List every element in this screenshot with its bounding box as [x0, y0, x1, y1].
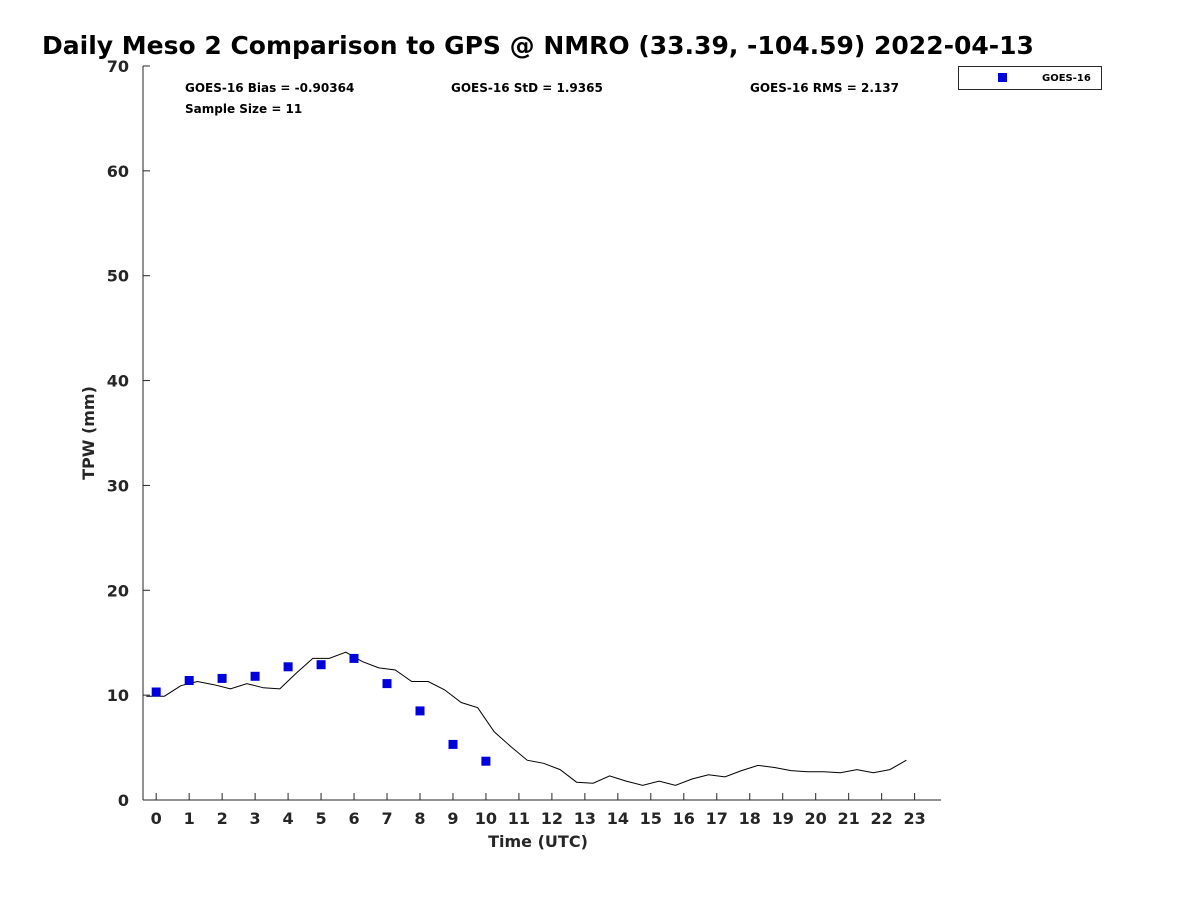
y-tick-label: 70: [107, 57, 129, 76]
x-tick-label: 1: [184, 809, 195, 828]
x-tick-label: 11: [508, 809, 530, 828]
goes16-point: [382, 679, 392, 689]
goes16-point: [283, 662, 293, 672]
gps-series-line: [146, 651, 907, 786]
x-tick-label: 2: [217, 809, 228, 828]
x-tick-label: 5: [315, 809, 326, 828]
x-tick-label: 15: [640, 809, 662, 828]
legend-box: [958, 66, 1102, 90]
x-tick-label: 9: [447, 809, 458, 828]
bias-annotation: GOES-16 Bias = -0.90364: [185, 81, 354, 95]
x-tick-label: 8: [414, 809, 425, 828]
ticks: 0 1 2 3 4 5 6 7 8 9 10 11 12 13 14 15 16 17 18 19 20 21 22 2301…: [107, 57, 926, 828]
x-axis-label: Time (UTC): [488, 832, 588, 851]
goes16-point: [184, 676, 194, 685]
x-tick-label: 16: [673, 809, 695, 828]
y-tick-label: 10: [107, 686, 129, 705]
goes16-point: [415, 706, 425, 716]
goes16-point: [316, 660, 326, 670]
x-tick-label: 10: [475, 809, 497, 828]
x-tick-label: 18: [739, 809, 761, 828]
x-tick-label: 7: [381, 809, 392, 828]
y-tick-label: 20: [107, 581, 129, 600]
x-tick-label: 6: [348, 809, 359, 828]
y-axis-label: TPW (mm): [79, 386, 98, 480]
x-tick-label: 19: [772, 809, 794, 828]
goes16-markers: [151, 653, 491, 766]
goes16-point: [217, 673, 227, 683]
goes16-point: [448, 739, 458, 749]
legend: GOES-16: [958, 66, 1102, 90]
x-tick-label: 13: [574, 809, 596, 828]
legend-marker-square-icon: [998, 73, 1007, 82]
y-tick-label: 60: [107, 162, 129, 181]
rms-annotation: GOES-16 RMS = 2.137: [750, 81, 899, 95]
x-tick-label: 3: [250, 809, 261, 828]
x-tick-label: 14: [607, 809, 629, 828]
goes16-point: [481, 756, 491, 766]
x-tick-label: 23: [903, 809, 925, 828]
goes16-point: [349, 653, 359, 663]
y-tick-label: 40: [107, 372, 129, 391]
x-tick-label: 4: [283, 809, 294, 828]
x-tick-label: 21: [838, 809, 860, 828]
y-tick-label: 50: [107, 267, 129, 286]
y-tick-label: 0: [118, 791, 129, 810]
y-tick-label: 30: [107, 476, 129, 495]
std-annotation: GOES-16 StD = 1.9365: [451, 81, 603, 95]
x-tick-label: 20: [805, 809, 827, 828]
x-tick-label: 17: [706, 809, 728, 828]
legend-entry-goes16: GOES-16: [1042, 73, 1091, 84]
x-tick-label: 22: [871, 809, 893, 828]
chart-title: Daily Meso 2 Comparison to GPS @ NMRO (3…: [42, 31, 1034, 60]
sample-size-annotation: Sample Size = 11: [185, 102, 302, 116]
axes: [142, 66, 941, 801]
x-tick-label: 0: [151, 809, 162, 828]
goes16-point: [250, 671, 260, 681]
x-tick-label: 12: [541, 809, 563, 828]
goes16-point: [151, 687, 161, 697]
